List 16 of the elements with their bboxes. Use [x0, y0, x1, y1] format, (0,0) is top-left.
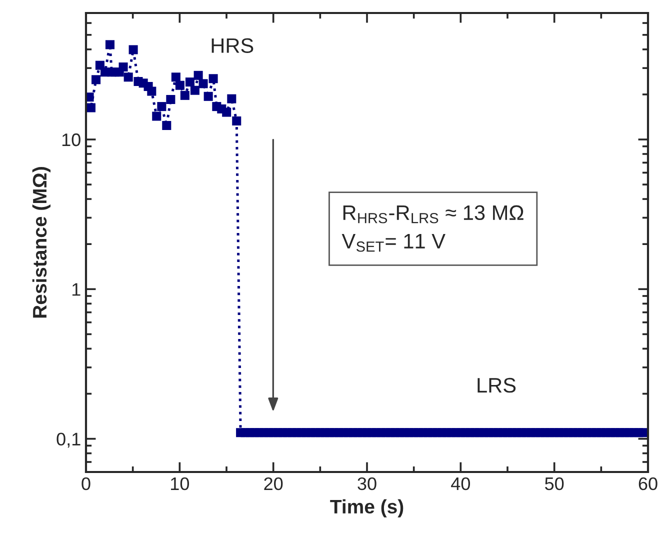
- annotation: V$_{SET}$= 11 V: [342, 234, 446, 252]
- y-tick-label: 0,1: [56, 432, 80, 448]
- x-tick-label: 60: [638, 477, 658, 490]
- y-axis-title: Resistance (MΩ): [32, 167, 50, 318]
- annotation: HRS: [212, 38, 254, 54]
- x-tick-label: 30: [358, 477, 376, 490]
- x-tick-label: 40: [451, 477, 470, 490]
- x-tick-label: 20: [264, 477, 283, 490]
- x-tick-label: 10: [171, 477, 190, 490]
- annotation: LRS: [478, 378, 516, 393]
- y-tick-label: 1: [72, 283, 80, 296]
- annotation: R$_{HRS}$-R$_{LRS}$ ≈ 13 MΩ: [343, 205, 524, 224]
- x-axis-title: Time (s): [330, 499, 404, 518]
- x-tick-label: 50: [545, 477, 564, 490]
- y-tick-label: 10: [62, 133, 80, 146]
- x-tick-label: 0: [82, 477, 90, 490]
